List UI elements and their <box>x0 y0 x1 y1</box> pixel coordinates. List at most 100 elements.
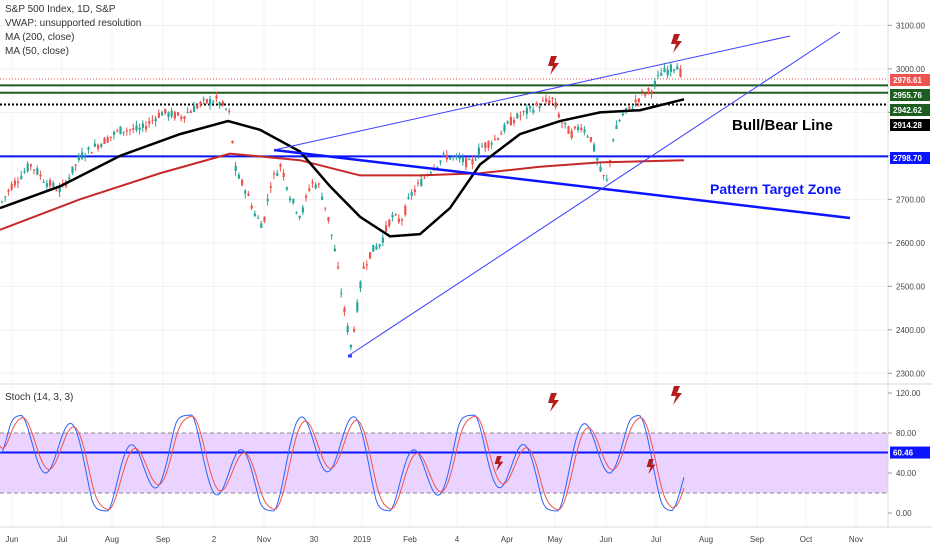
candle-body <box>420 178 423 187</box>
stoch-title: Stoch (14, 3, 3) <box>5 392 74 403</box>
candle-body <box>490 142 493 145</box>
candle-body <box>593 144 596 152</box>
candle-body <box>186 111 189 113</box>
candle-body <box>74 164 77 166</box>
lightning-icon <box>671 34 682 53</box>
candle-body <box>407 197 410 199</box>
candle-body <box>602 175 605 177</box>
stoch-y-tick-label: 120.00 <box>896 389 921 398</box>
candle-body <box>116 130 119 132</box>
candle-body <box>7 189 10 192</box>
candle-body <box>385 225 388 232</box>
candle-body <box>138 127 141 130</box>
y-tick-label: 2700.00 <box>896 195 925 204</box>
candle-body <box>445 154 448 160</box>
candle-body <box>266 198 269 202</box>
candle-body <box>637 98 640 102</box>
x-tick-label: Apr <box>501 535 514 544</box>
candle-body <box>157 112 160 118</box>
candle-body <box>305 195 308 198</box>
candle-body <box>151 119 154 121</box>
candle-body <box>135 125 138 131</box>
candle-body <box>359 281 362 289</box>
candle-body <box>13 180 16 186</box>
lightning-icon <box>494 456 504 472</box>
trendlines <box>273 31 851 358</box>
candle-body <box>474 159 477 161</box>
stoch-d-line <box>0 415 685 511</box>
candle-body <box>650 91 653 95</box>
candle-body <box>125 130 128 132</box>
candle-body <box>570 130 573 139</box>
candle-body <box>205 99 208 103</box>
x-tick-label: 2019 <box>353 535 371 544</box>
candle-body <box>577 126 580 131</box>
candle-body <box>314 184 317 189</box>
candle-body <box>234 165 237 171</box>
candle-body <box>423 177 426 179</box>
candle-body <box>119 126 122 135</box>
candle-body <box>257 217 260 219</box>
candle-body <box>209 98 212 105</box>
candle-body <box>276 172 279 176</box>
candle-body <box>337 266 340 269</box>
price-tag <box>890 119 930 131</box>
stoch-y-tick-label: 0.00 <box>896 509 912 518</box>
candle-body <box>292 198 295 203</box>
x-tick-label: Nov <box>849 535 863 544</box>
candle-body <box>97 144 100 150</box>
candle-body <box>273 173 276 175</box>
candle-body <box>215 95 218 99</box>
x-tick-label: May <box>547 535 562 544</box>
price-tag <box>890 104 930 116</box>
y-tick-label: 2600.00 <box>896 239 925 248</box>
candle-body <box>103 137 106 145</box>
candle-body <box>513 120 516 124</box>
candle-body <box>404 205 407 215</box>
candle-body <box>634 99 637 103</box>
candle-body <box>529 105 532 109</box>
pattern-target-label: Pattern Target Zone <box>710 181 841 197</box>
candle-body <box>353 328 356 332</box>
candle-body <box>625 108 628 111</box>
candle-body <box>193 106 196 112</box>
lightning-icon <box>671 386 682 405</box>
stoch-band-fill <box>0 433 888 493</box>
candle-body <box>183 116 186 120</box>
candle-body <box>673 69 676 71</box>
candle-body <box>583 129 586 133</box>
candle-body <box>161 112 164 116</box>
candle-body <box>669 64 672 72</box>
candle-body <box>180 116 183 119</box>
candle-body <box>269 186 272 188</box>
candle-body <box>164 108 167 114</box>
stoch-level-tag <box>890 446 930 459</box>
candle-body <box>481 146 484 148</box>
candle-body <box>49 179 52 186</box>
x-tick-label: Aug <box>105 535 119 544</box>
candle-body <box>535 102 538 106</box>
candle-body <box>173 112 176 119</box>
price-tag-label: 2976.61 <box>893 76 922 85</box>
candle-body <box>439 160 442 163</box>
candle-body <box>71 166 74 174</box>
candle-body <box>170 110 173 117</box>
candle-body <box>279 164 282 167</box>
candle-body <box>129 129 132 131</box>
candle-body <box>289 198 292 201</box>
candle-body <box>676 66 679 70</box>
annotations: Bull/Bear Line Pattern Target Zone <box>710 117 841 197</box>
candle-body <box>506 121 509 124</box>
candle-body <box>621 113 624 116</box>
candle-body <box>657 74 660 76</box>
candle-body <box>17 181 20 183</box>
candle-body <box>42 181 45 183</box>
candle-body <box>87 147 90 150</box>
candle-body <box>516 113 519 119</box>
candle-body <box>4 196 7 198</box>
candle-body <box>532 109 535 113</box>
x-tick-label: 2 <box>212 535 217 544</box>
candle-body <box>77 156 80 161</box>
candle-body <box>231 140 234 144</box>
candle-body <box>1 201 4 203</box>
